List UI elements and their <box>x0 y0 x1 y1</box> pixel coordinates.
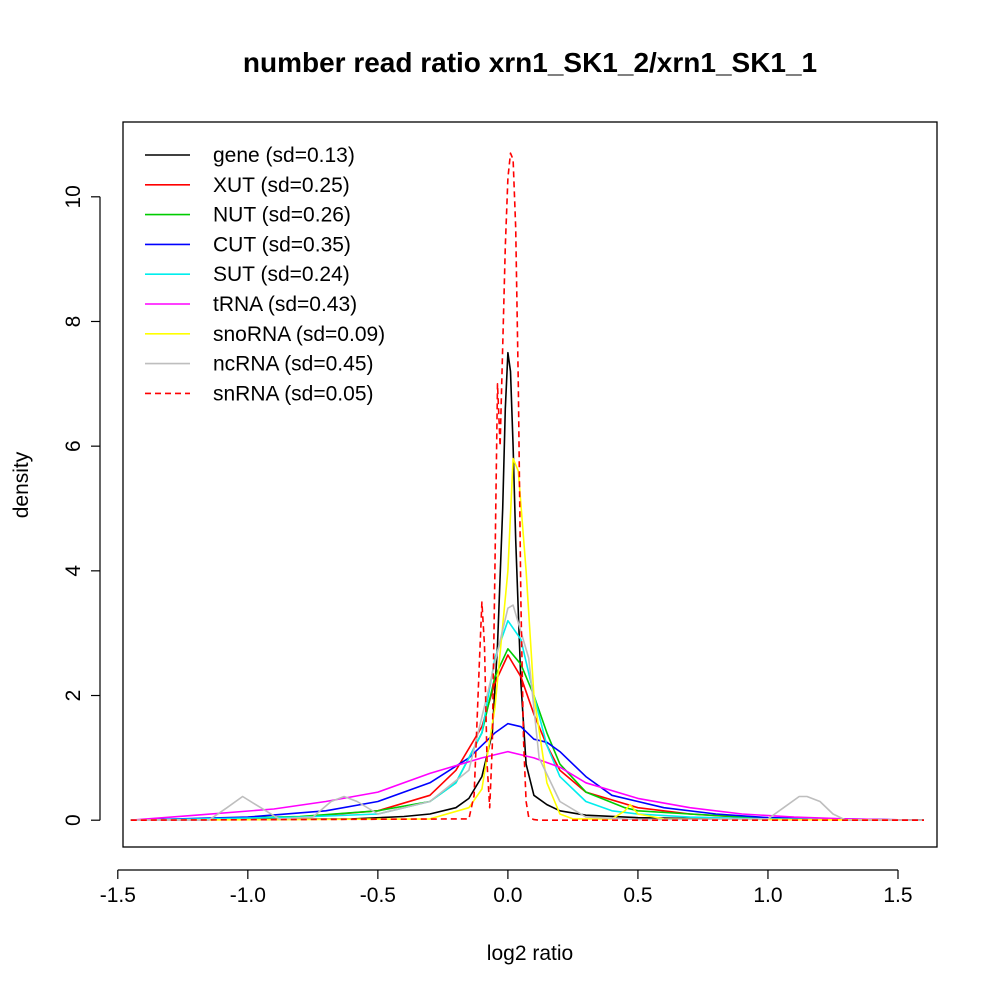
x-tick-label: 0.5 <box>623 884 652 907</box>
legend-label: ncRNA (sd=0.45) <box>213 353 374 376</box>
x-tick-label: -1.0 <box>230 884 266 907</box>
y-tick-label: 0 <box>62 814 85 826</box>
x-axis: -1.5 -1.0 -0.5 0.0 0.5 1.0 1.5 <box>100 869 913 907</box>
series-line-0 <box>130 351 925 821</box>
legend-label: NUT (sd=0.26) <box>213 204 351 227</box>
y-tick-label: 8 <box>62 316 85 328</box>
series-line-5 <box>130 750 925 821</box>
y-tick-label: 2 <box>62 690 85 702</box>
legend-label: SUT (sd=0.24) <box>213 263 350 286</box>
x-tick-label: 1.0 <box>753 884 782 907</box>
legend-label: snoRNA (sd=0.09) <box>213 323 385 346</box>
y-tick-label: 4 <box>62 565 85 577</box>
legend-label: tRNA (sd=0.43) <box>213 293 357 316</box>
x-axis-label: log2 ratio <box>487 942 573 965</box>
x-tick-label: 1.5 <box>883 884 912 907</box>
series-line-7 <box>130 604 924 822</box>
series-line-1 <box>130 654 925 821</box>
series-line-6 <box>130 457 925 822</box>
series-line-8 <box>130 152 924 822</box>
x-tick-label: -0.5 <box>360 884 396 907</box>
series-line-3 <box>130 722 925 821</box>
y-axis: 0 2 4 6 8 10 <box>62 185 101 826</box>
y-tick-label: 6 <box>62 440 85 452</box>
legend-label: CUT (sd=0.35) <box>213 233 351 256</box>
y-tick-label: 10 <box>62 185 85 208</box>
chart-title: number read ratio xrn1_SK1_2/xrn1_SK1_1 <box>243 47 817 78</box>
legend-label: XUT (sd=0.25) <box>213 174 350 197</box>
legend-label: snRNA (sd=0.05) <box>213 382 374 405</box>
x-tick-label: 0.0 <box>493 884 522 907</box>
plot-frame <box>122 121 938 848</box>
plot-area <box>130 152 925 822</box>
x-tick-label: -1.5 <box>100 884 136 907</box>
legend-label: gene (sd=0.13) <box>213 144 355 167</box>
y-axis-label: density <box>10 451 33 518</box>
legend: gene (sd=0.13) XUT (sd=0.25) NUT (sd=0.26)… <box>145 144 385 405</box>
